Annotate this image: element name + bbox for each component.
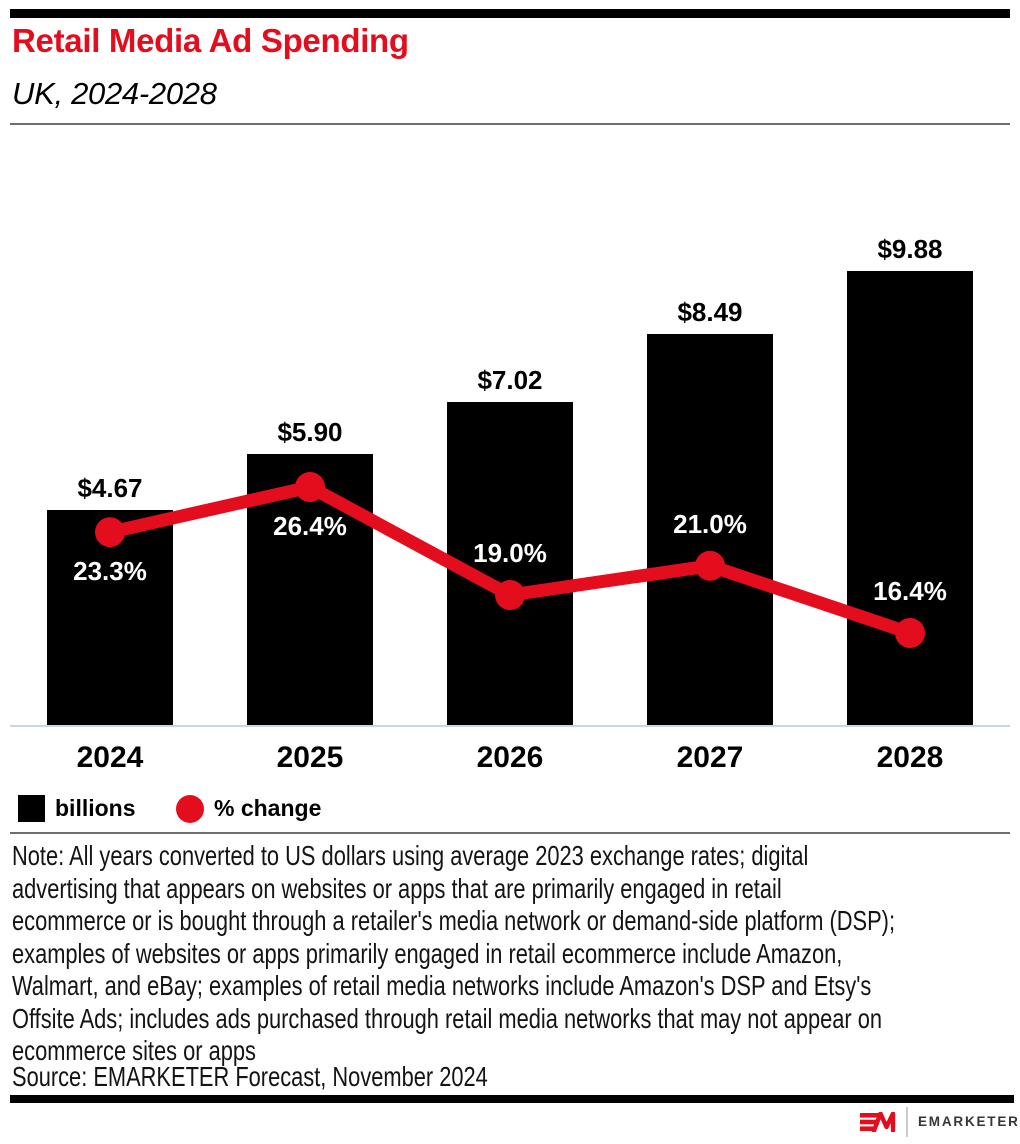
footnote-line: examples of websites or apps primarily e… [12, 937, 843, 969]
legend-divider [10, 832, 1010, 834]
bar-value-label-2027: $8.49 [677, 297, 743, 328]
pct-label-2026: 19.0% [473, 538, 547, 568]
pct-label-2027: 21.0% [673, 508, 747, 539]
legend-swatch-pct-change [176, 795, 204, 823]
footnote-line: Walmart, and eBay; examples of retail me… [12, 970, 872, 1001]
legend-label-pct-change: % change [214, 795, 322, 821]
footnote-line: ecommerce sites or apps [12, 1035, 256, 1066]
combo-chart: $4.67 23.3% 2024 $5.90 26.4% 2025 $7.02 19.0% 20… [10, 233, 1010, 774]
bar-2024 [47, 510, 173, 725]
bar-2025 [247, 453, 373, 725]
footnote: Note: All years converted to US dollars … [12, 840, 1018, 1068]
bottom-accent-bar [10, 1095, 1014, 1103]
footnote-line: ecommerce or is bought through a retaile… [12, 905, 896, 936]
pct-label-2028: 16.4% [873, 575, 947, 606]
bar-value-label-2025: $5.90 [277, 416, 343, 447]
bar-2028 [847, 270, 973, 725]
top-accent-bar [10, 9, 1010, 18]
legend-label-billions: billions [55, 795, 136, 821]
year-label-2024: 2024 [76, 741, 144, 774]
bar-value-label-2026: $7.02 [477, 365, 543, 396]
logo-divider [906, 1107, 908, 1137]
page-subtitle: UK, 2024-2028 [12, 76, 217, 111]
bar-value-label-2024: $4.67 [77, 473, 143, 504]
year-label-2025: 2025 [276, 741, 344, 774]
year-label-2026: 2026 [476, 741, 544, 774]
pct-label-2024: 23.3% [73, 556, 147, 587]
year-label-2028: 2028 [876, 741, 944, 774]
brand-name: EMARKETER [918, 1114, 1020, 1129]
x-axis-line [10, 725, 1010, 727]
year-label-2027: 2027 [676, 741, 744, 774]
footnote-line: advertising that appears on websites or … [12, 872, 782, 904]
legend-swatch-billions [18, 795, 45, 822]
bar-value-label-2028: $9.88 [877, 233, 943, 264]
header-divider [10, 123, 1010, 125]
pct-label-2025: 26.4% [273, 510, 347, 541]
footnote-line: Note: All years converted to US dollars … [12, 840, 809, 871]
footnote-line: Offsite Ads; includes ads purchased thro… [12, 1002, 883, 1034]
emarketer-logo-icon [860, 1112, 896, 1132]
source-line: Source: EMARKETER Forecast, November 202… [12, 1061, 488, 1092]
page-title: Retail Media Ad Spending [12, 22, 409, 59]
